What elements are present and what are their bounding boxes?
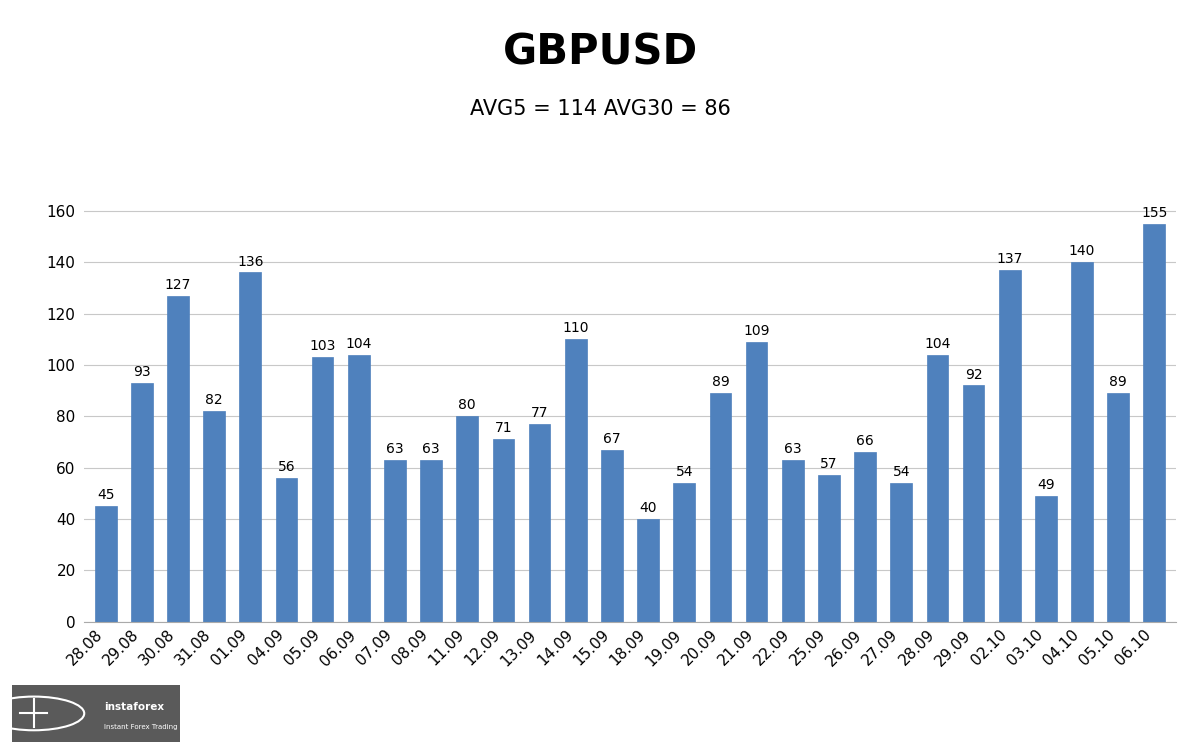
Bar (601, 449, 623, 622)
Text: 63: 63 (784, 442, 802, 456)
Bar (203, 411, 226, 622)
Bar (1072, 262, 1093, 622)
Bar (818, 476, 840, 622)
Bar (854, 452, 876, 622)
Text: 127: 127 (164, 278, 191, 291)
Text: 66: 66 (856, 434, 874, 449)
Text: 137: 137 (996, 252, 1022, 266)
Text: 140: 140 (1069, 244, 1096, 258)
Text: 93: 93 (133, 365, 151, 379)
Bar (709, 393, 731, 622)
Text: 92: 92 (965, 368, 983, 381)
Text: 110: 110 (563, 321, 589, 336)
Text: 56: 56 (277, 460, 295, 474)
Text: 104: 104 (924, 337, 950, 351)
Text: Instant Forex Trading: Instant Forex Trading (104, 724, 178, 730)
Bar (456, 416, 478, 622)
Text: 104: 104 (346, 337, 372, 351)
Text: GBPUSD: GBPUSD (503, 31, 697, 73)
Bar (384, 460, 406, 622)
Text: 49: 49 (1037, 478, 1055, 492)
Bar (962, 386, 984, 622)
Text: 63: 63 (386, 442, 403, 456)
Bar (926, 354, 948, 622)
Bar (312, 357, 334, 622)
Bar (1034, 496, 1057, 622)
Text: 40: 40 (640, 501, 656, 515)
Text: instaforex: instaforex (104, 702, 164, 712)
Bar (565, 339, 587, 622)
Bar (745, 342, 768, 622)
Text: 155: 155 (1141, 206, 1168, 219)
Bar (276, 478, 298, 622)
Bar (637, 519, 659, 622)
Text: 67: 67 (604, 431, 620, 446)
Text: 63: 63 (422, 442, 440, 456)
Bar (492, 440, 515, 622)
Bar (1144, 224, 1165, 622)
Bar (529, 424, 551, 622)
Bar (167, 296, 188, 622)
Text: 103: 103 (310, 339, 336, 354)
Bar (348, 354, 370, 622)
Text: 89: 89 (712, 375, 730, 389)
Text: 89: 89 (1109, 375, 1127, 389)
Text: 54: 54 (893, 465, 910, 479)
Text: 80: 80 (458, 398, 476, 413)
Text: 77: 77 (530, 406, 548, 420)
Text: 54: 54 (676, 465, 692, 479)
Text: 57: 57 (820, 458, 838, 471)
Text: 45: 45 (97, 488, 114, 503)
Text: 82: 82 (205, 393, 223, 407)
Bar (673, 483, 695, 622)
Bar (890, 483, 912, 622)
Bar (998, 270, 1020, 622)
Bar (95, 506, 116, 622)
Text: 71: 71 (494, 422, 512, 435)
Bar (131, 383, 152, 622)
Text: 136: 136 (238, 255, 264, 269)
Text: 109: 109 (743, 324, 770, 338)
Bar (240, 273, 262, 622)
Bar (420, 460, 442, 622)
Text: AVG5 = 114 AVG30 = 86: AVG5 = 114 AVG30 = 86 (469, 99, 731, 118)
Bar (782, 460, 804, 622)
Bar (1108, 393, 1129, 622)
